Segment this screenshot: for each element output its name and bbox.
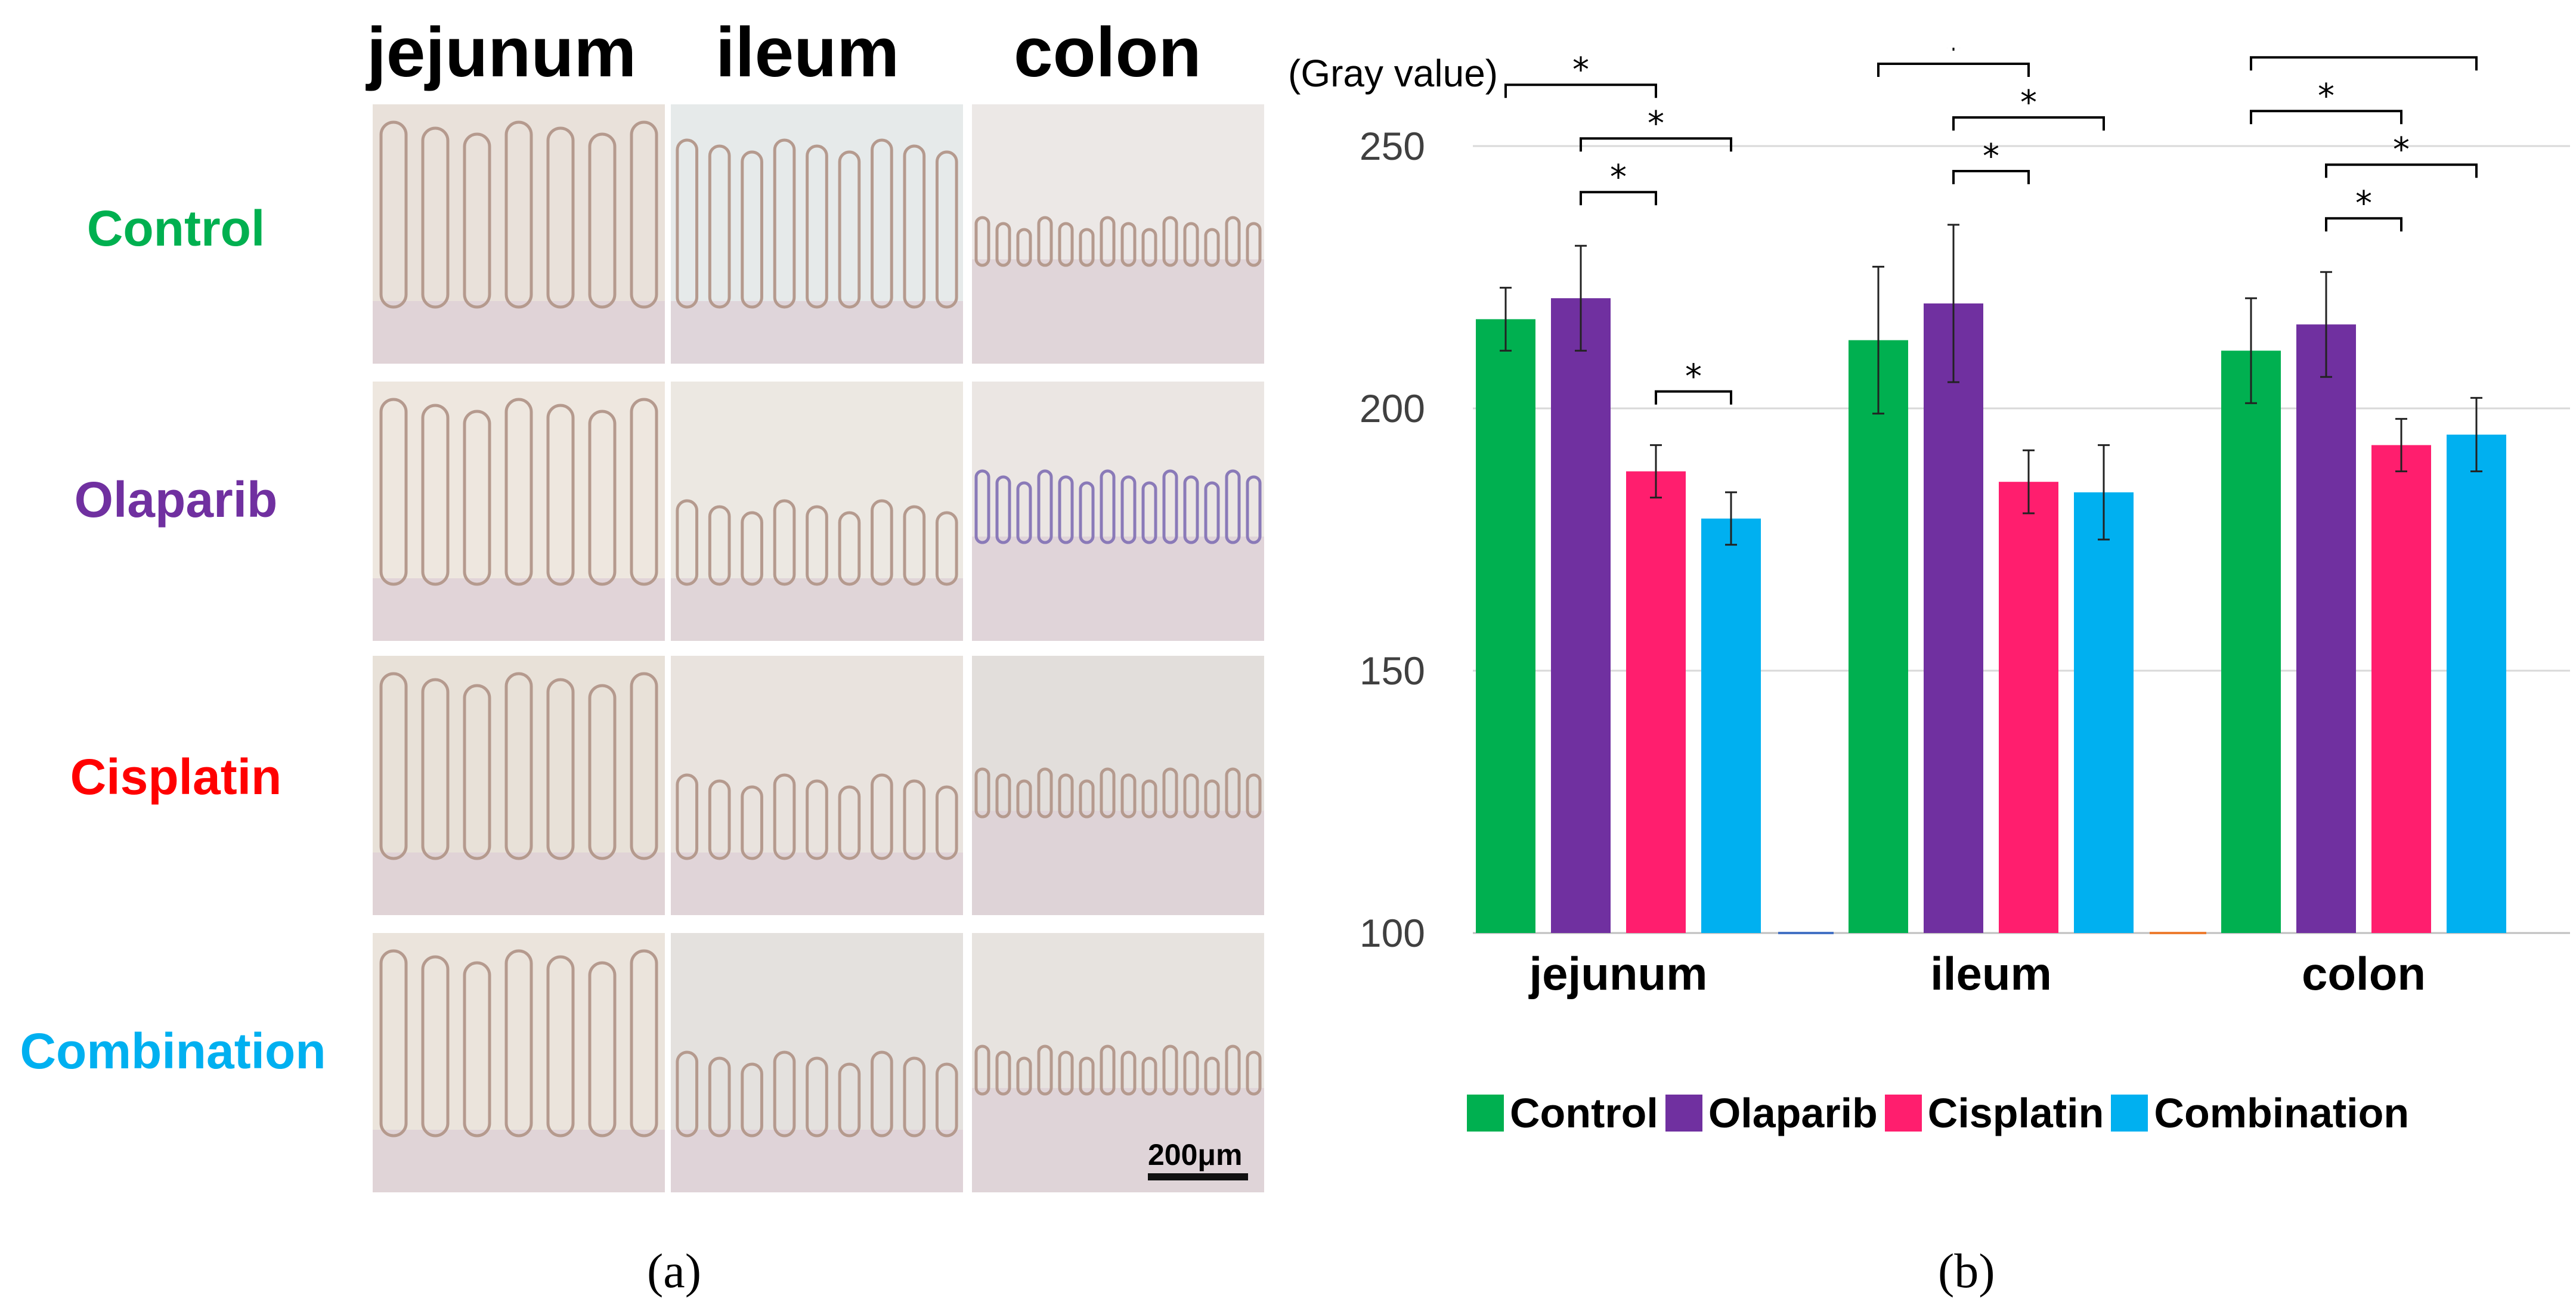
bar-olaparib-colon bbox=[2296, 324, 2356, 933]
legend-swatch bbox=[1884, 1095, 1922, 1132]
significance-bracket bbox=[2250, 56, 2478, 71]
histology-image-control-ileum bbox=[671, 104, 963, 364]
legend-item-combination: Combination bbox=[2111, 1089, 2416, 1137]
significance-star: * bbox=[2355, 48, 2372, 62]
significance-star: * bbox=[1945, 48, 1962, 69]
significance-star: * bbox=[1983, 137, 1999, 176]
chart-legend: Control Olaparib Cisplatin Combination bbox=[1467, 1086, 2416, 1140]
bar-olaparib-jejunum bbox=[1551, 298, 1611, 934]
y-tick-label: 200 bbox=[1360, 386, 1425, 430]
gray-value-bar-chart: (Gray value) 100 150 200 250 jejunum ileum colo… bbox=[1288, 48, 2570, 1000]
significance-star: * bbox=[1685, 358, 1702, 396]
y-tick-label: 100 bbox=[1360, 911, 1425, 955]
significance-bracket bbox=[2250, 110, 2402, 125]
histology-image-cisplatin-jejunum bbox=[373, 656, 665, 915]
significance-star: * bbox=[2355, 184, 2372, 223]
y-axis-label: (Gray value) bbox=[1288, 52, 1498, 95]
histology-image-olaparib-ileum bbox=[671, 382, 963, 641]
significance-star: * bbox=[1648, 104, 1664, 143]
significance-bracket bbox=[1877, 63, 2030, 77]
bar-cisplatin-jejunum bbox=[1626, 471, 1686, 933]
caption-a: (a) bbox=[647, 1244, 702, 1298]
scale-bar-label: 200μm bbox=[1148, 1138, 1243, 1171]
significance-bracket bbox=[1952, 116, 2105, 131]
significance-star: * bbox=[2020, 83, 2037, 122]
bar-olaparib-ileum bbox=[1924, 303, 1983, 933]
column-label-jejunum: jejunum bbox=[367, 13, 637, 92]
histology-image-control-jejunum bbox=[373, 104, 665, 364]
bar-combination-colon bbox=[2447, 435, 2506, 933]
histology-image-cisplatin-colon bbox=[972, 656, 1264, 915]
row-label-olaparib: Olaparib bbox=[74, 472, 278, 528]
significance-star: * bbox=[2393, 131, 2410, 169]
y-tick-label: 250 bbox=[1360, 124, 1425, 168]
histology-image-combination-jejunum bbox=[373, 933, 665, 1192]
x-category-label: colon bbox=[2302, 947, 2426, 1000]
significance-star: * bbox=[1610, 158, 1627, 197]
row-label-combination: Combination bbox=[20, 1023, 326, 1079]
legend-label: Olaparib bbox=[1708, 1090, 1878, 1136]
legend-label: Cisplatin bbox=[1927, 1090, 2104, 1136]
significance-star: * bbox=[2318, 77, 2334, 116]
legend-swatch bbox=[1665, 1095, 1702, 1132]
legend-label: Combination bbox=[2154, 1090, 2410, 1136]
histology-image-olaparib-colon bbox=[972, 382, 1264, 641]
column-label-colon: colon bbox=[1014, 13, 1202, 92]
bar-control-ileum bbox=[1849, 340, 1908, 933]
bar-combination-jejunum bbox=[1701, 518, 1761, 933]
legend-item-cisplatin: Cisplatin bbox=[1884, 1089, 2111, 1137]
bar-control-jejunum bbox=[1476, 319, 1535, 933]
legend-label: Control bbox=[1510, 1090, 1658, 1136]
legend-item-olaparib: Olaparib bbox=[1665, 1089, 1885, 1137]
caption-b: (b) bbox=[1938, 1244, 1995, 1298]
bar-cisplatin-colon bbox=[2371, 445, 2431, 933]
column-label-ileum: ileum bbox=[716, 13, 900, 92]
row-label-control: Control bbox=[86, 200, 265, 256]
significance-bracket bbox=[1580, 191, 1657, 206]
x-category-label: jejunum bbox=[1528, 947, 1707, 1000]
significance-bracket bbox=[1952, 170, 2030, 184]
row-label-cisplatin: Cisplatin bbox=[70, 749, 282, 805]
bar-cisplatin-ileum bbox=[1999, 482, 2058, 933]
significance-star: * bbox=[1572, 51, 1589, 89]
x-category-label: ileum bbox=[1930, 947, 2052, 1000]
bar-combination-ileum bbox=[2074, 492, 2134, 933]
significance-bracket bbox=[2325, 217, 2402, 232]
significance-bracket bbox=[1504, 83, 1657, 98]
histology-image-olaparib-jejunum bbox=[373, 382, 665, 641]
significance-bracket bbox=[2325, 163, 2478, 178]
y-tick-label: 150 bbox=[1360, 649, 1425, 693]
legend-swatch bbox=[2111, 1095, 2148, 1132]
significance-bracket bbox=[1580, 137, 1732, 152]
bar-control-colon bbox=[2221, 351, 2281, 933]
histology-image-cisplatin-ileum bbox=[671, 656, 963, 915]
scale-bar bbox=[1148, 1173, 1248, 1180]
histology-image-control-colon bbox=[972, 104, 1264, 364]
legend-item-control: Control bbox=[1467, 1089, 1665, 1137]
legend-swatch bbox=[1467, 1095, 1504, 1132]
histology-image-combination-ileum bbox=[671, 933, 963, 1192]
significance-bracket bbox=[1655, 390, 1732, 405]
